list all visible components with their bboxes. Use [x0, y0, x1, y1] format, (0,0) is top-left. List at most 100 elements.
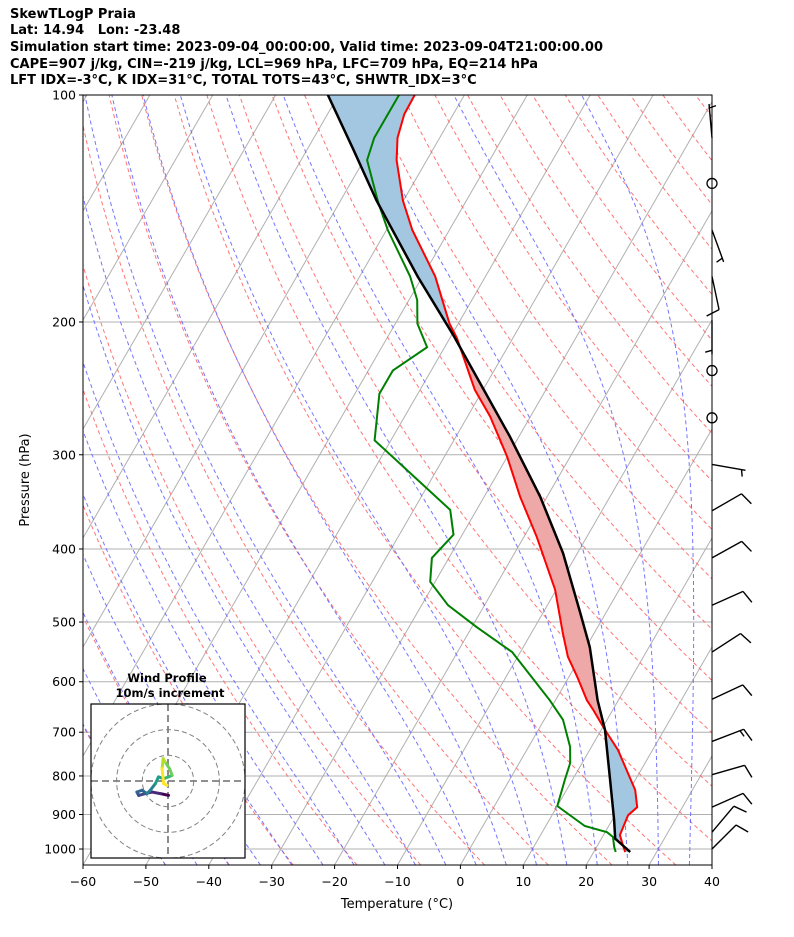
hodograph-title: Wind Profile: [127, 671, 207, 685]
dry-adiabat-line: [336, 95, 712, 630]
dry-adiabat-line: [597, 95, 712, 250]
barb-staff: [711, 540, 743, 559]
x-tick-label: −30: [259, 874, 285, 889]
isotherm-line: [459, 427, 712, 865]
dry-adiabat-line: [83, 503, 294, 865]
y-axis-label: Pressure (hPa): [18, 433, 33, 526]
x-axis-label: Temperature (°C): [340, 897, 453, 912]
moist-adiabat-line: [83, 429, 324, 865]
moist-adiabat-line: [111, 95, 477, 865]
barb-full-feather: [743, 728, 753, 742]
moist-adiabat-line: [225, 95, 568, 865]
wind-barb: [711, 540, 752, 559]
indices-line-2: LFT IDX=-3°C, K IDX=31°C, TOTAL TOTS=43°…: [10, 73, 477, 88]
isotherm-line: [83, 95, 340, 539]
x-tick-label: 40: [704, 874, 720, 889]
moist-adiabat-line: [83, 283, 386, 865]
y-tick-label: 1000: [44, 842, 76, 857]
moist-adiabat-line: [752, 95, 794, 865]
isotherm-line: [334, 209, 712, 865]
barb-staff: [711, 805, 735, 833]
y-tick-label: 700: [52, 725, 76, 740]
dry-adiabat-line: [83, 263, 422, 865]
wind-barb: [711, 824, 749, 850]
barb-staff: [711, 764, 745, 776]
wind-barb: [711, 805, 747, 833]
wind-barb: [706, 276, 720, 317]
wind-barb: [706, 412, 718, 424]
isotherm-line: [397, 318, 712, 865]
y-tick-label: 800: [52, 768, 76, 783]
barb-staff: [708, 103, 713, 138]
wind-barb: [706, 364, 718, 377]
barb-full-feather: [740, 493, 752, 505]
x-tick-label: 20: [578, 874, 594, 889]
barb-full-feather: [742, 792, 753, 805]
moist-adiabat-line: [83, 492, 293, 865]
dry-adiabat-line: [271, 95, 712, 734]
dry-adiabat-line: [564, 95, 712, 296]
wind-barb: [708, 103, 717, 138]
dry-adiabat-line: [304, 95, 712, 682]
dry-adiabat-line: [467, 95, 712, 435]
barb-half-feather: [705, 349, 713, 353]
barb-full-feather: [706, 309, 720, 317]
y-tick-label: 600: [52, 674, 76, 689]
moist-adiabat-line: [83, 194, 416, 865]
barb-full-feather: [733, 805, 747, 813]
profiles: [326, 95, 639, 853]
dry-adiabat-line: [173, 95, 677, 865]
cape-cin-shading: [327, 95, 638, 852]
moist-adiabat-line: [179, 95, 537, 865]
temperature-profile-line: [395, 95, 639, 853]
isotherm-line: [83, 95, 402, 648]
barb-full-feather: [735, 824, 749, 833]
x-tick-label: 0: [456, 874, 464, 889]
isotherm-line: [271, 100, 712, 865]
chart-title: SkewTLogP Praia: [10, 7, 136, 22]
dry-adiabat-line: [206, 95, 712, 842]
moist-adiabat-line: [719, 95, 745, 865]
x-tick-label: 30: [641, 874, 657, 889]
dewpoint-profile-line: [366, 95, 617, 853]
dry-adiabat-line: [695, 95, 712, 118]
wind-barb: [711, 463, 746, 477]
moist-adiabat-line: [142, 95, 507, 865]
barb-half-feather: [709, 104, 717, 109]
moist-adiabat-line: [453, 95, 659, 865]
dry-adiabat-line: [108, 95, 549, 865]
calm-wind-circle: [706, 364, 718, 377]
x-tick-label: −60: [70, 874, 96, 889]
hodograph-frame: [90, 703, 246, 859]
hodograph-segment: [162, 782, 169, 787]
x-tick-label: −40: [196, 874, 222, 889]
dry-adiabat-line: [532, 95, 712, 341]
dry-adiabat-line: [728, 95, 794, 865]
barb-staff: [711, 792, 744, 808]
dry-adiabat-line: [141, 95, 613, 865]
barb-half-feather: [739, 730, 745, 737]
wind-barb: [711, 229, 725, 263]
wind-barb: [711, 590, 753, 606]
isotherm-line: [522, 536, 712, 865]
barb-full-feather: [742, 590, 753, 603]
hodograph-segment: [160, 767, 166, 786]
barb-full-feather: [742, 684, 753, 697]
location-text: Lat: 14.94 Lon: -23.48: [10, 23, 181, 38]
barb-full-feather: [741, 540, 752, 552]
moist-adiabat-line: [83, 360, 355, 865]
wind-barb: [711, 764, 753, 778]
isotherm-line: [83, 95, 277, 430]
cape-area: [458, 344, 610, 737]
barb-full-feather: [744, 764, 753, 778]
x-tick-label: −50: [133, 874, 159, 889]
barb-staff: [711, 684, 744, 700]
hodograph-subtitle: 10m/s increment: [116, 686, 225, 700]
wind-barb: [706, 177, 718, 190]
calm-wind-circle: [706, 177, 718, 190]
wind-barb: [711, 792, 753, 808]
barb-staff: [711, 632, 741, 653]
barb-staff: [711, 276, 720, 310]
y-tick-label: 100: [52, 88, 76, 103]
barb-staff: [711, 728, 744, 743]
